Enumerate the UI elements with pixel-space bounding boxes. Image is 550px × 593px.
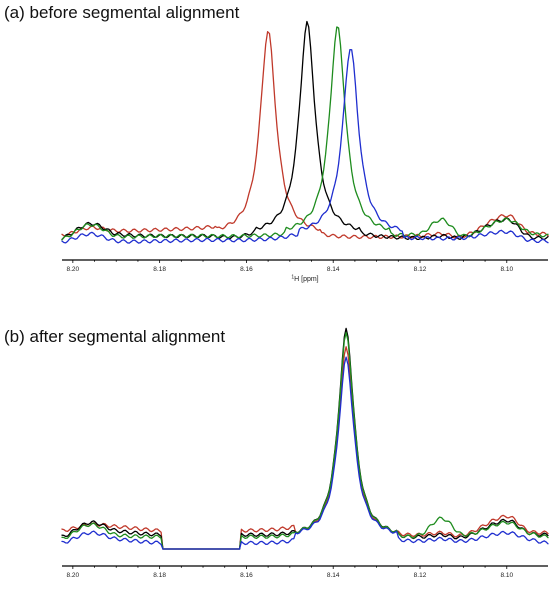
panel-a-x-tick-label-4: 8.12	[414, 266, 427, 273]
panel-b-series-line-4	[61, 356, 549, 550]
panel-a-series-line-2	[61, 20, 549, 241]
panel-b-series	[61, 327, 549, 550]
panel-b-x-tick-label-3: 8.14	[327, 572, 340, 579]
panel-a-x-tick-label-0: 8.20	[67, 266, 80, 273]
panel-b-x-tick-label-2: 8.16	[240, 572, 253, 579]
panel-a-series	[61, 20, 549, 244]
panel-b-x-tick-label-0: 8.20	[67, 572, 80, 579]
panel-a-x-tick-label-3: 8.14	[327, 266, 340, 273]
panel-a-series-line-3	[61, 26, 549, 241]
panel-b-series-line-3	[61, 331, 549, 550]
panel-b-x-tick-label-1: 8.18	[153, 572, 166, 579]
panel-a-x-tick-label-5: 8.10	[500, 266, 513, 273]
panel-a-x-tick-label-1: 8.18	[153, 266, 166, 273]
panel-b-title: (b) after segmental alignment	[4, 327, 225, 346]
panel-b-series-line-1	[61, 346, 549, 550]
panel-a-title: (a) before segmental alignment	[4, 3, 240, 22]
panel-a-x-ticks: 8.20 8.18 8.16 8.14 8.12 8.10	[67, 260, 513, 273]
panel-a-series-line-4	[61, 48, 549, 244]
panel-a-series-line-1	[61, 31, 549, 240]
panel-a-x-axis-label: 1H [ppm]	[291, 275, 318, 284]
panel-a-x-axis-label-text: H [ppm]	[294, 276, 319, 283]
panel-b-x-tick-label-5: 8.10	[500, 572, 513, 579]
panel-b-series-line-2	[61, 327, 549, 550]
panel-a: (a) before segmental alignment 8.20 8.18 8…	[4, 3, 549, 284]
panel-b-x-ticks: 8.20 8.18 8.16 8.14 8.12 8.10	[67, 566, 513, 579]
panel-b-x-tick-label-4: 8.12	[414, 572, 427, 579]
panel-b: (b) after segmental alignment 8.20 8.18 8.…	[4, 327, 549, 579]
panel-a-x-axis-label-sup: 1	[291, 275, 294, 281]
panel-a-x-tick-label-2: 8.16	[240, 266, 253, 273]
